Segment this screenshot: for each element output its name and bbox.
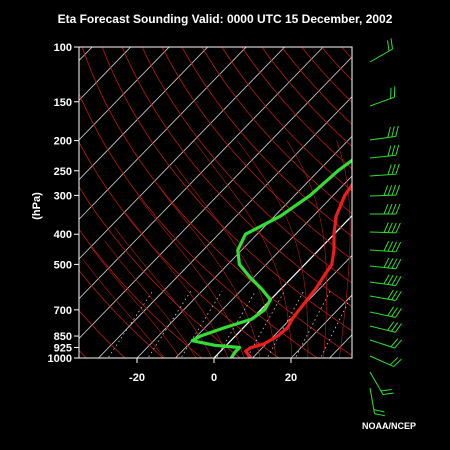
y-tick-label: 925 <box>54 342 72 354</box>
y-axis-label: (hPa) <box>31 192 43 220</box>
wind-barb <box>369 241 402 253</box>
dry-adiabat-line <box>201 47 352 215</box>
x-tick-label: 20 <box>285 372 297 384</box>
isotherm-line <box>213 214 352 358</box>
wind-barb <box>369 144 400 159</box>
temperature-line <box>244 182 352 358</box>
isotherm-line <box>79 56 352 339</box>
isotherm-line <box>79 47 247 220</box>
wind-barb <box>369 338 403 349</box>
isotherm-line <box>79 47 170 141</box>
dry-adiabat-line <box>161 47 352 261</box>
wind-barb <box>369 125 399 141</box>
dry-adiabat-line <box>421 47 450 365</box>
chart-title: Eta Forecast Sounding Valid: 0000 UTC 15… <box>57 12 393 26</box>
mixing-ratio-line <box>246 291 285 358</box>
wind-barb <box>369 86 396 107</box>
moist-adiabat-line <box>137 195 245 358</box>
y-tick-label: 250 <box>54 166 72 178</box>
dry-adiabat-line <box>241 47 352 170</box>
wind-barb <box>369 222 401 234</box>
wind-barbs <box>369 38 403 417</box>
dewpoint-line <box>190 158 352 358</box>
isotherm-line <box>79 47 208 181</box>
plot-frame <box>78 46 353 359</box>
dry-adiabat-line <box>79 309 126 358</box>
mixing-ratio-line <box>215 290 256 358</box>
dry-adiabat-line <box>79 269 165 358</box>
y-tick-label: 150 <box>54 97 72 109</box>
y-tick-label: 100 <box>54 42 72 54</box>
dry-adiabat-line <box>79 186 242 358</box>
moist-adiabat-line <box>82 258 165 358</box>
dry-adiabat-line <box>301 47 352 104</box>
dry-adiabat-line <box>401 47 450 365</box>
dry-adiabat-line <box>79 92 319 358</box>
moist-adiabat-line <box>286 140 328 358</box>
wind-barb <box>370 203 401 215</box>
moist-adiabat-line <box>158 185 261 358</box>
x-tick-label: 0 <box>211 372 217 384</box>
y-tick-label: 850 <box>54 331 72 343</box>
isotherm-line <box>136 135 352 358</box>
isotherm-line <box>79 47 285 260</box>
wind-barb <box>369 289 402 302</box>
credit-label: NOAA/NCEP <box>362 421 417 431</box>
wind-barb <box>369 387 386 417</box>
wind-barb <box>369 321 402 333</box>
mixing-ratio-line <box>180 290 223 358</box>
wind-barb <box>369 306 402 318</box>
dry-adiabat-line <box>281 47 352 125</box>
moist-adiabat-line <box>114 227 213 358</box>
y-tick-label: 1000 <box>48 353 72 365</box>
dry-adiabat-line <box>141 47 352 284</box>
y-tick-label: 700 <box>54 305 72 317</box>
isotherm-line <box>290 294 352 358</box>
dry-adiabat-line <box>361 47 450 365</box>
isotherm-line <box>252 254 352 358</box>
wind-barb <box>369 163 400 177</box>
isotherm-line <box>407 47 450 358</box>
moist-adiabat-line <box>104 240 197 358</box>
dry-adiabat-line <box>181 47 352 237</box>
moist-adiabat-line <box>174 165 277 358</box>
wind-barb <box>369 257 402 270</box>
isotherm-line <box>0 47 54 358</box>
y-tick-label: 300 <box>54 190 72 202</box>
dry-adiabat-line <box>79 141 280 358</box>
isotherm-line <box>329 334 352 358</box>
x-tick-label: -20 <box>129 372 145 384</box>
wind-barb <box>369 274 402 287</box>
y-tick-label: 200 <box>54 136 72 148</box>
isotherm-line <box>0 47 15 358</box>
isotherm-line <box>445 47 450 358</box>
y-tick-label: 400 <box>54 229 72 241</box>
moist-adiabat-line <box>336 140 351 358</box>
background-lines <box>0 47 450 365</box>
dry-adiabat-line <box>101 47 352 332</box>
wind-barb <box>369 355 402 368</box>
isotherm-line <box>175 175 352 358</box>
isotherm-line <box>368 47 450 358</box>
moist-adiabat-line <box>90 246 181 358</box>
y-tick-label: 500 <box>54 259 72 271</box>
x-axis: -20 0 20 <box>129 358 297 384</box>
wind-barb <box>369 371 394 396</box>
isotherm-line <box>79 47 131 101</box>
wind-barb <box>369 38 394 63</box>
dry-adiabat-line <box>79 228 203 358</box>
isotherm-line <box>79 47 93 62</box>
moist-adiabat-line <box>125 212 229 358</box>
mixing-ratio-line <box>147 290 192 358</box>
isotherm-line <box>98 96 352 358</box>
moist-adiabat-line <box>237 140 309 358</box>
series-layer <box>190 158 352 358</box>
wind-barb <box>369 184 401 197</box>
